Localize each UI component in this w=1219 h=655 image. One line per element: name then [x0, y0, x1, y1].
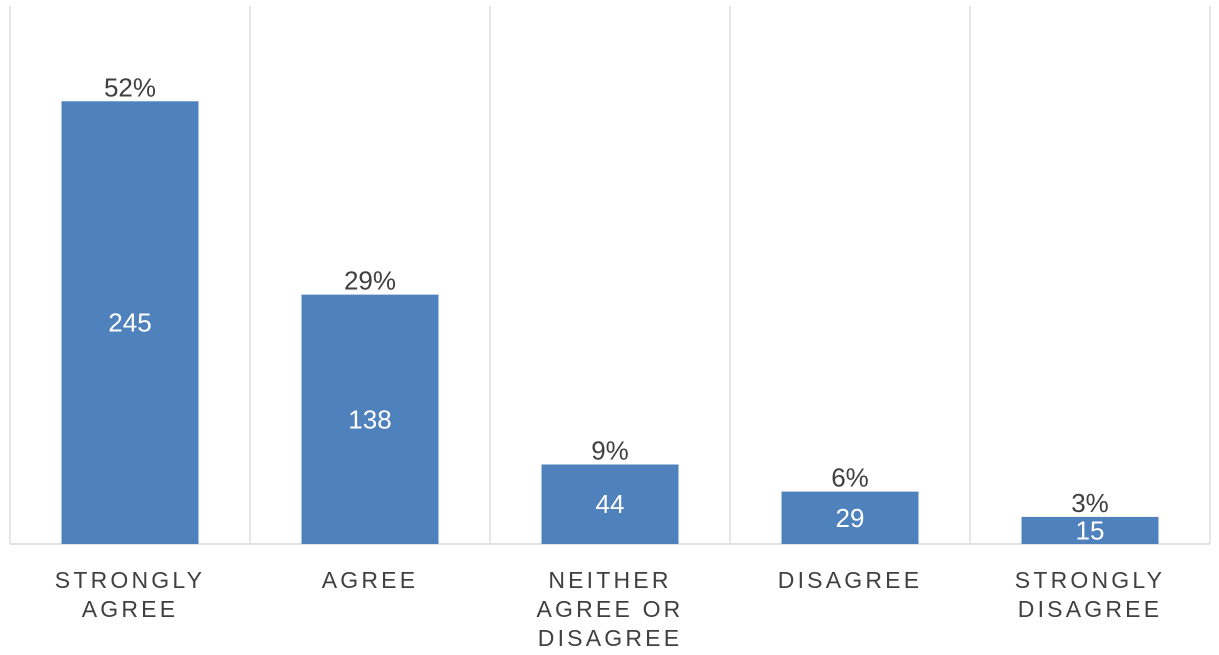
percent-label-4: 3%	[1071, 488, 1109, 518]
category-label-2: NEITHER AGREE OR DISAGREE	[536, 567, 683, 651]
category-label-2-line-1: AGREE OR	[536, 596, 683, 622]
count-label-0: 245	[108, 308, 151, 338]
category-label-4: STRONGLY DISAGREE	[1015, 567, 1165, 622]
bar-3	[781, 491, 919, 544]
category-label-1-line-0: AGREE	[322, 567, 419, 593]
category-label-4-line-1: DISAGREE	[1018, 596, 1162, 622]
percent-label-3: 6%	[831, 463, 869, 493]
bar-layer	[61, 101, 1159, 544]
count-label-1: 138	[348, 404, 391, 434]
percent-label-0: 52%	[104, 72, 156, 102]
bar-2	[541, 464, 679, 544]
bar-0	[61, 101, 199, 544]
category-label-3-line-0: DISAGREE	[778, 567, 922, 593]
bar-4	[1021, 516, 1159, 544]
category-label-0-line-0: STRONGLY	[55, 567, 205, 593]
percent-label-2: 9%	[591, 435, 629, 465]
bar-1	[301, 294, 439, 544]
category-label-3: DISAGREE	[778, 567, 922, 593]
category-label-2-line-0: NEITHER	[548, 567, 671, 593]
category-label-1: AGREE	[322, 567, 419, 593]
label-layer: 245 52% STRONGLY AGREE 138 29% AGREE 44 9% NEITHE…	[55, 72, 1165, 651]
count-label-2: 44	[596, 489, 625, 519]
count-label-3: 29	[836, 503, 865, 533]
category-label-2-line-2: DISAGREE	[538, 625, 682, 651]
category-label-0: STRONGLY AGREE	[55, 567, 205, 622]
count-label-4: 15	[1076, 515, 1105, 545]
category-label-0-line-1: AGREE	[82, 596, 179, 622]
percent-label-1: 29%	[344, 266, 396, 296]
category-label-4-line-0: STRONGLY	[1015, 567, 1165, 593]
